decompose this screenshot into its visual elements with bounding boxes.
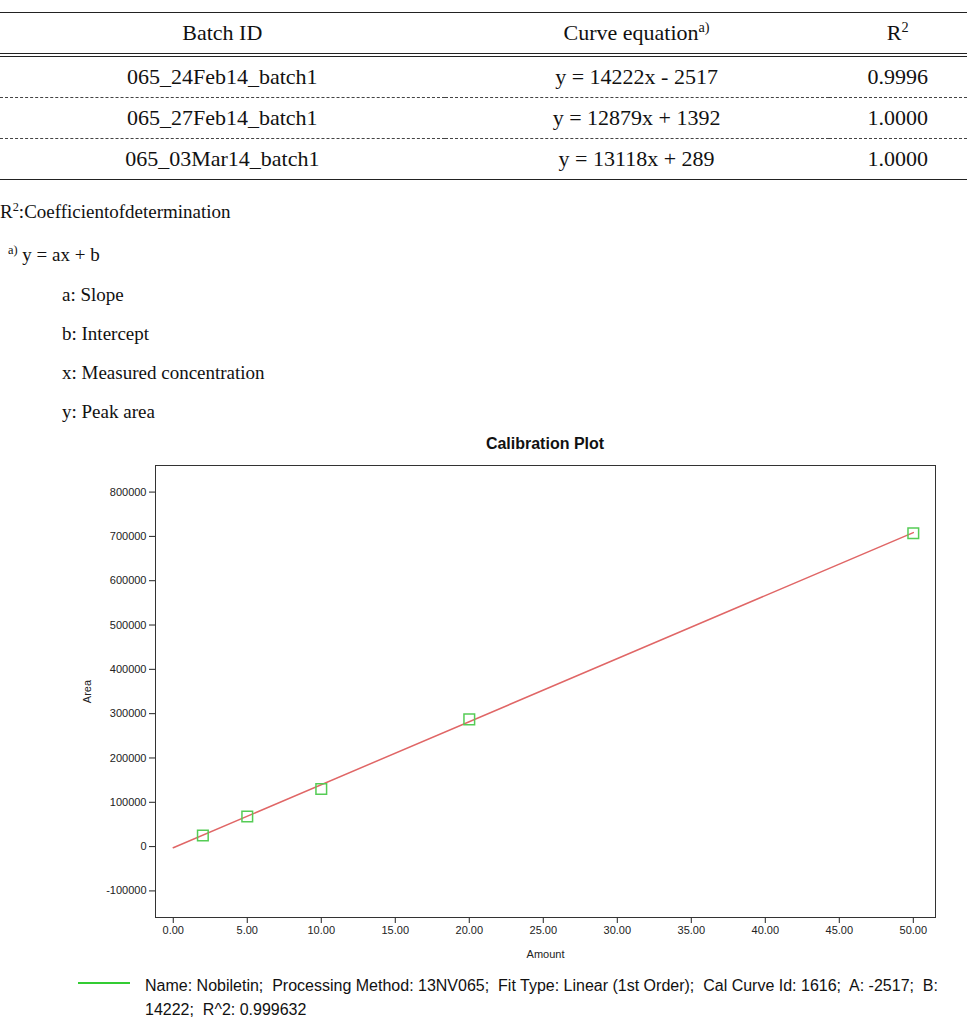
- html-text:1.0000: 1.0000: [867, 105, 928, 130]
- svg-text:0.00: 0.00: [163, 924, 184, 936]
- html-text:065_27Feb14_batch1: 065_27Feb14_batch1: [127, 105, 318, 130]
- html-text:y = 14222x - 2517: y = 14222x - 2517: [555, 64, 718, 89]
- html-text:Curve equationa): Curve equationa): [563, 19, 710, 46]
- svg-text:700000: 700000: [110, 530, 147, 542]
- svg-text:300000: 300000: [110, 707, 147, 719]
- html-text:R2:Coefficientofdetermination: R2:Coefficientofdetermination: [0, 200, 231, 223]
- svg-text:30.00: 30.00: [604, 924, 632, 936]
- html-text:y: Peak area: y: Peak area: [62, 400, 155, 422]
- html-text:0.9996: 0.9996: [867, 64, 928, 89]
- svg-text:45.00: 45.00: [826, 924, 854, 936]
- html-text:065_03Mar14_batch1: 065_03Mar14_batch1: [125, 146, 320, 171]
- svg-text:Amount: Amount: [527, 947, 565, 959]
- svg-text:50.00: 50.00: [900, 924, 928, 936]
- svg-text:40.00: 40.00: [752, 924, 780, 936]
- html-text:x: Measured concentration: x: Measured concentration: [62, 361, 265, 383]
- html-text:1.0000: 1.0000: [867, 146, 928, 171]
- html-text:Batch ID: Batch ID: [182, 20, 263, 45]
- svg-text:-100000: -100000: [106, 884, 146, 896]
- svg-text:Area: Area: [81, 679, 93, 703]
- html-text:a: Slope: a: Slope: [62, 283, 124, 305]
- svg-text:600000: 600000: [110, 574, 147, 586]
- svg-text:35.00: 35.00: [678, 924, 706, 936]
- html-text:R2: R2: [886, 19, 909, 46]
- svg-text:400000: 400000: [110, 663, 147, 675]
- svg-text:10.00: 10.00: [308, 924, 336, 936]
- html-text:Name: Nobiletin; Processing Me: Name: Nobiletin; Processing Method: 13NV…: [145, 976, 943, 1018]
- svg-text:15.00: 15.00: [382, 924, 410, 936]
- html-text:y = 12879x + 1392: y = 12879x + 1392: [552, 105, 721, 130]
- html-text:b: Intercept: b: Intercept: [62, 322, 149, 344]
- svg-text:800000: 800000: [110, 485, 147, 497]
- html-text:065_24Feb14_batch1: 065_24Feb14_batch1: [127, 64, 318, 89]
- svg-text:500000: 500000: [110, 618, 147, 630]
- html-text:a)y = ax + b: a)y = ax + b: [8, 243, 100, 266]
- svg-text:200000: 200000: [110, 751, 147, 763]
- svg-text:20.00: 20.00: [456, 924, 484, 936]
- svg-text:100000: 100000: [110, 795, 147, 807]
- svg-text:0: 0: [140, 840, 146, 852]
- svg-text:25.00: 25.00: [530, 924, 558, 936]
- html-text:y = 13118x + 289: y = 13118x + 289: [558, 146, 715, 171]
- html-text:Calibration Plot: Calibration Plot: [485, 434, 605, 452]
- svg-text:5.00: 5.00: [237, 924, 258, 936]
